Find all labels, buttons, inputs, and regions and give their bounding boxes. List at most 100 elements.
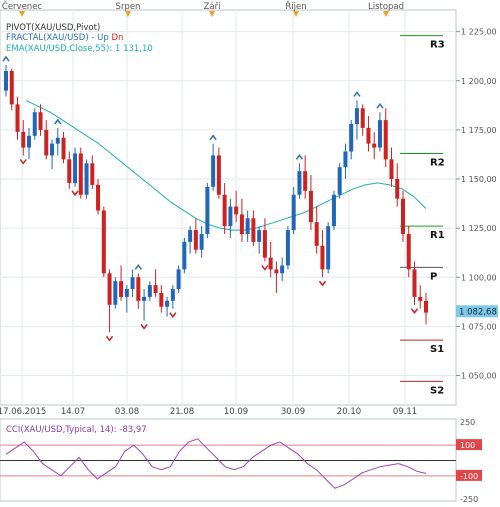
candle-body	[130, 277, 135, 290]
fractal-down-marker	[140, 324, 148, 330]
fractal-down-marker	[105, 335, 114, 342]
candle-body	[159, 292, 164, 307]
candle-body	[308, 190, 313, 223]
candle-body	[38, 112, 43, 130]
fractal-down-marker	[169, 312, 177, 318]
pivot-level-label: S1	[430, 344, 444, 355]
cci-tick-label: -100	[460, 472, 478, 481]
fractal-up-marker	[209, 134, 217, 141]
month-label: Červenec	[2, 0, 43, 12]
pivot-level-label: R1	[430, 230, 445, 241]
date-label: 14.07	[61, 407, 85, 417]
candle-body	[84, 163, 89, 195]
price-tick-label: 1 175,00	[461, 126, 497, 135]
fractal-down-marker	[19, 158, 27, 165]
ema-path	[25, 99, 427, 231]
month-marker-triangle	[293, 11, 299, 17]
candle-body	[354, 108, 359, 124]
candle-body	[193, 230, 198, 250]
fractal-legend-prefix: FRACTAL(XAU/USD) -	[6, 33, 97, 43]
ema-line	[25, 99, 427, 231]
date-label: 03.08	[115, 407, 139, 417]
candle-body	[366, 127, 371, 144]
fractal-legend: FRACTAL(XAU/USD) - Up Dn	[6, 33, 123, 43]
candle-body	[113, 281, 118, 305]
fractal-up-marker	[134, 264, 142, 270]
month-marker-triangle	[209, 11, 215, 17]
candle-body	[182, 241, 187, 270]
candle-body	[239, 214, 244, 235]
candle-body	[395, 179, 400, 199]
candle-body	[245, 218, 250, 235]
cci-legend: CCI(XAU/USD,Typical, 14): -83,97	[6, 425, 147, 435]
pivot-level-label: S2	[430, 385, 444, 396]
fractal-down-marker	[71, 190, 79, 197]
cci-tick-label: 100	[460, 441, 475, 450]
candle-body	[331, 194, 336, 227]
fractal-up-marker	[2, 55, 10, 62]
candle-body	[153, 285, 158, 293]
candle-body	[297, 171, 302, 195]
pivot-level-label: P	[430, 271, 437, 282]
candle-body	[27, 135, 32, 148]
price-tick-label: 1 225,00	[461, 28, 497, 37]
month-marker-triangle	[383, 11, 389, 17]
date-label: 10.09	[224, 407, 248, 417]
candle-body	[424, 300, 428, 313]
fractal-up-marker	[295, 154, 304, 160]
candle-body	[251, 218, 256, 242]
candle-body	[222, 194, 227, 227]
candlestick-series	[4, 65, 428, 333]
candle-body	[170, 289, 175, 301]
candle-body	[96, 184, 101, 211]
candle-body	[205, 186, 210, 235]
candle-body	[360, 108, 365, 128]
cci-tick-label: 250	[460, 418, 475, 427]
date-label: 21.08	[170, 407, 194, 417]
candle-body	[389, 159, 394, 180]
pivot-levels: R3 R2 R1 P S1 S2	[400, 35, 445, 396]
ema-legend: EMA(XAU/USD,Close,55): 1 131,10	[6, 44, 153, 54]
price-tick-label: 1 200,00	[461, 77, 497, 86]
price-tick-label: 1 150,00	[461, 175, 497, 184]
candle-body	[343, 151, 348, 168]
candle-body	[383, 120, 388, 160]
candle-body	[372, 143, 377, 148]
candle-body	[303, 171, 308, 191]
current-price-label: 1 082,68	[459, 307, 497, 317]
candle-body	[78, 153, 83, 195]
price-tick-label: 1 100,00	[461, 273, 497, 282]
candle-body	[349, 123, 354, 152]
month-marker-triangle	[19, 11, 25, 17]
price-tick-label: 1 075,00	[461, 322, 497, 331]
month-label: Listopad	[368, 2, 404, 12]
month-label: Srpen	[116, 2, 141, 12]
fractal-up-marker	[376, 102, 384, 109]
main-chart-panel[interactable]	[0, 9, 457, 406]
candle-body	[337, 167, 342, 195]
month-label: Říjen	[285, 1, 306, 12]
cci-plot	[0, 438, 456, 489]
candle-body	[188, 230, 193, 242]
pivot-legend: PIVOT(XAU/USD,Pivot)	[6, 23, 100, 33]
price-axis: 1 225,00 1 200,00 1 175,00 1 150,00 1 125,00…	[456, 28, 497, 380]
cci-axis: 250 100 -100 -250	[456, 418, 482, 504]
candle-body	[280, 265, 285, 274]
fractal-legend-dn: Dn	[111, 33, 123, 43]
month-label: Září	[204, 2, 222, 12]
candle-body	[50, 143, 55, 156]
candle-body	[257, 230, 262, 242]
cci-line	[5, 438, 427, 489]
pivot-level-label: R2	[430, 157, 445, 168]
candle-body	[326, 226, 331, 270]
candle-body	[412, 269, 417, 297]
candle-body	[291, 194, 296, 231]
candle-body	[314, 222, 319, 246]
candle-body	[119, 281, 124, 297]
candle-body	[268, 257, 273, 270]
candle-body	[216, 155, 221, 195]
candle-body	[377, 120, 382, 148]
cci-tick-label: -250	[460, 495, 478, 504]
candle-body	[90, 163, 95, 185]
